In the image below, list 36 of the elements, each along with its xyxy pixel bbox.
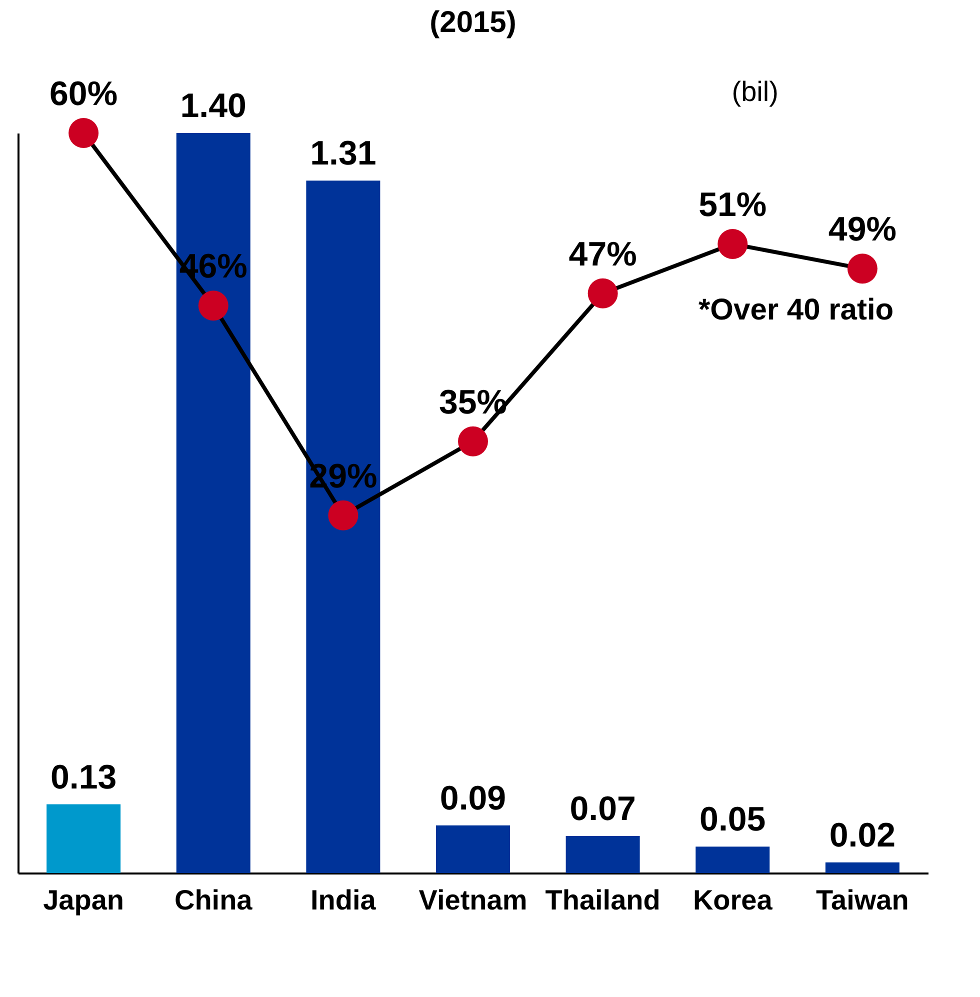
bar xyxy=(696,846,770,873)
x-tick-label: Taiwan xyxy=(816,884,909,916)
bar xyxy=(306,180,380,873)
data-label: 49% xyxy=(828,210,896,249)
text: (bil) xyxy=(732,76,778,107)
data-label: 35% xyxy=(438,383,508,422)
bar xyxy=(566,836,640,873)
chart-title: (2015) xyxy=(430,6,516,39)
data-label: 60% xyxy=(50,75,118,113)
x-tick-label: Thailand xyxy=(545,884,660,916)
data-label: 47% xyxy=(568,235,637,274)
data-label: 51% xyxy=(698,186,767,224)
bar xyxy=(46,804,121,873)
x-tick-label: Vietnam xyxy=(418,884,528,916)
point xyxy=(847,254,878,284)
data-label: 1.31 xyxy=(310,134,376,173)
x-tick-label: India xyxy=(310,884,376,916)
bar xyxy=(825,862,900,873)
bar xyxy=(176,133,250,873)
x-tick-label: Korea xyxy=(692,884,773,916)
point xyxy=(458,426,488,456)
data-label: 1.40 xyxy=(180,87,246,125)
bar xyxy=(436,825,510,873)
annotation: *Over 40 ratio xyxy=(698,294,894,327)
point xyxy=(68,118,99,148)
data-label: 0.09 xyxy=(440,779,506,818)
x-tick-label: China xyxy=(174,884,253,916)
x-tick-label: Japan xyxy=(43,884,124,916)
data-label: 0.13 xyxy=(50,758,117,796)
point xyxy=(718,229,748,259)
point xyxy=(198,290,228,321)
point xyxy=(588,278,618,308)
data-label: 0.07 xyxy=(570,790,636,828)
data-label: 0.02 xyxy=(829,816,896,854)
point xyxy=(328,500,358,530)
data-label: 0.05 xyxy=(700,800,766,839)
